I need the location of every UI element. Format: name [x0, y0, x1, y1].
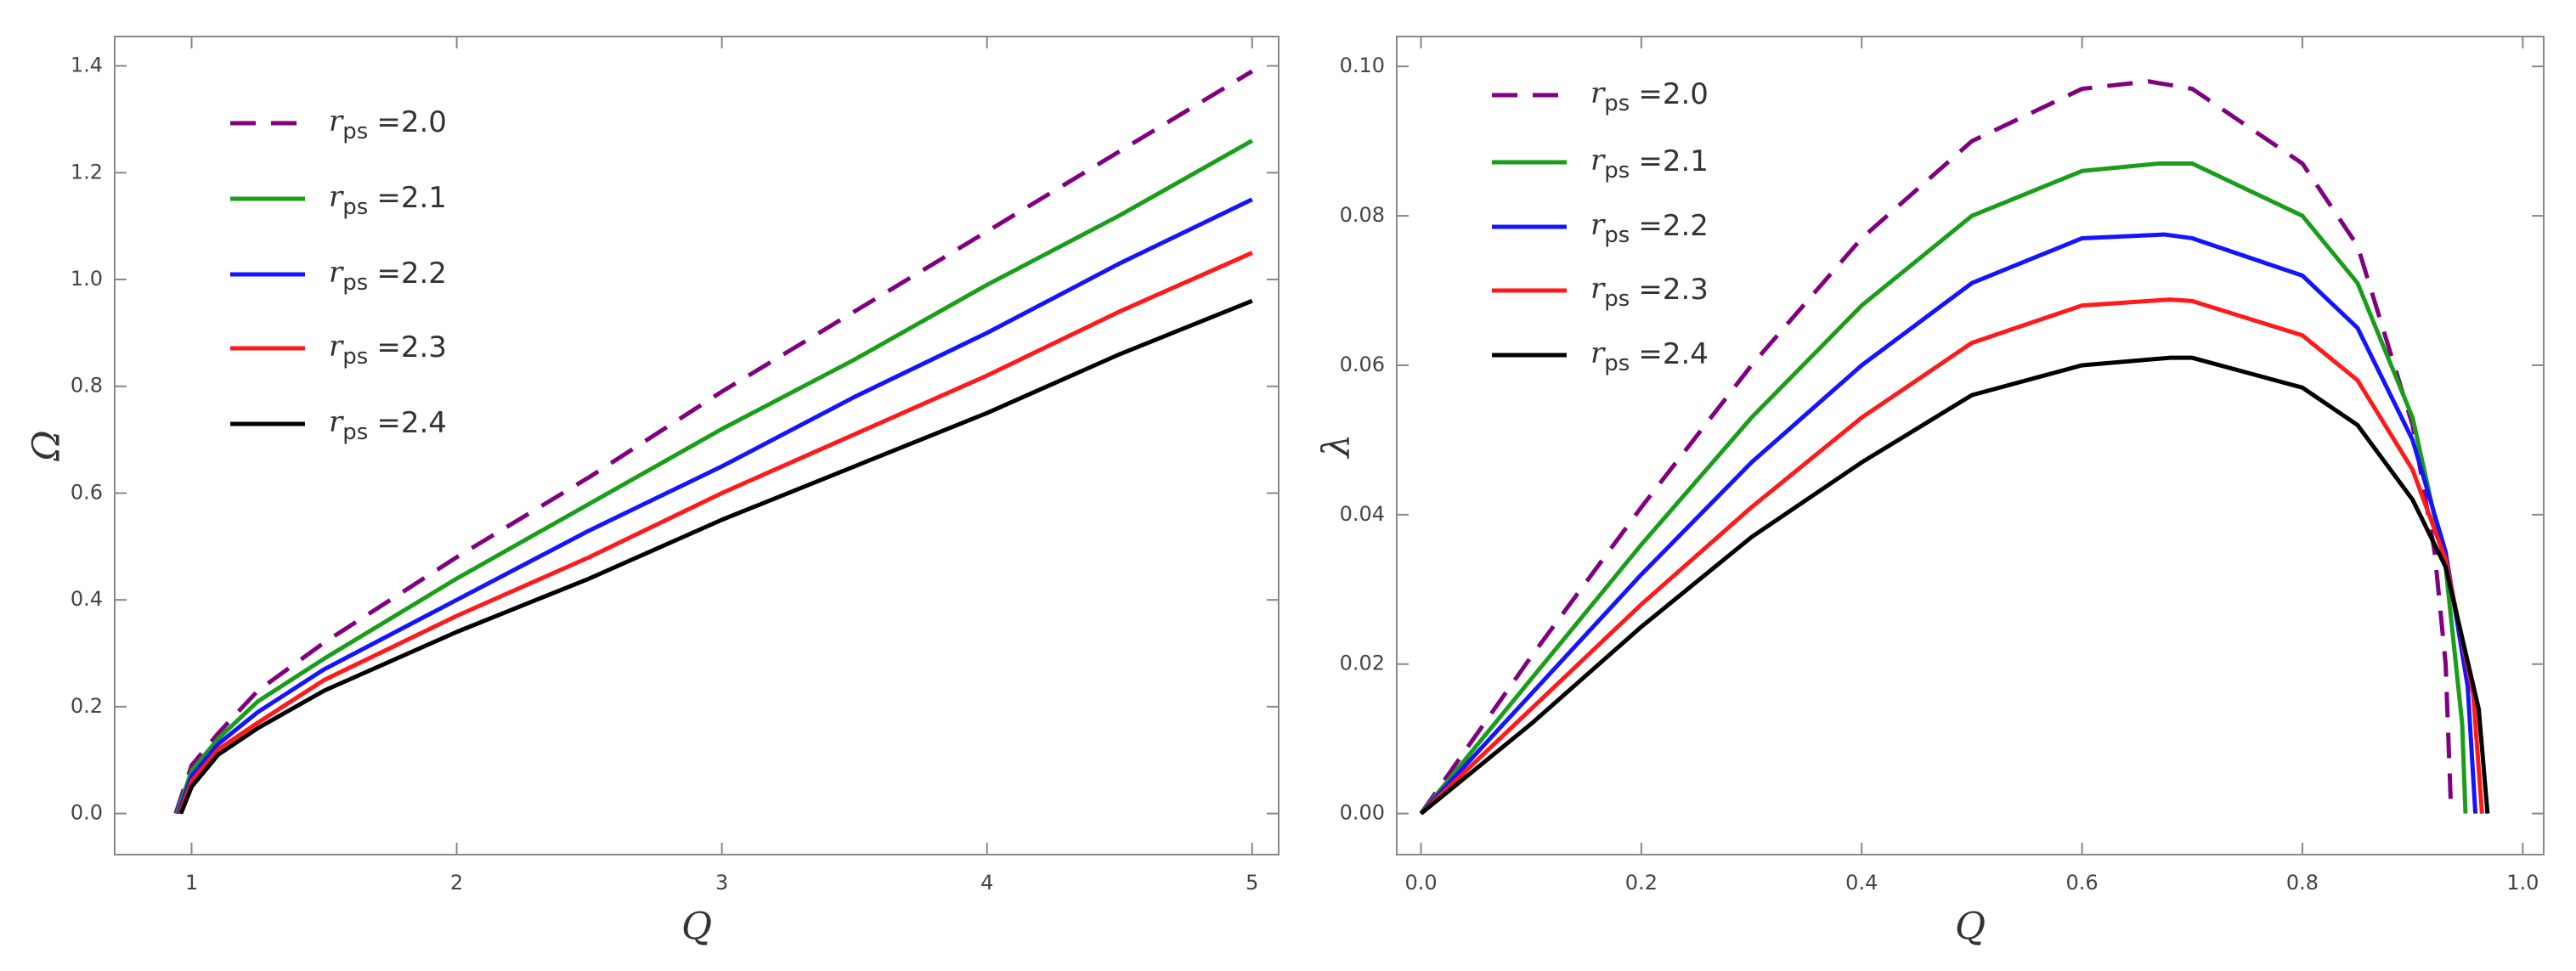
- legend-subscript: ps: [1604, 223, 1630, 248]
- series-line: [176, 197, 1253, 815]
- legend-label: rps =2.1: [329, 180, 447, 220]
- legend-value: =2.4: [1638, 337, 1709, 371]
- legend-subscript: ps: [1604, 286, 1630, 312]
- legend-symbol: r: [1590, 144, 1606, 178]
- legend-value: =2.2: [1638, 209, 1709, 243]
- x-tick-label: 0.0: [1404, 871, 1437, 895]
- legend-symbol: r: [329, 330, 344, 364]
- y-tick-label: 1.0: [71, 267, 103, 291]
- x-tick-label: 4: [980, 871, 993, 895]
- y-tick-label: 0.4: [71, 587, 103, 611]
- series-line: [1419, 232, 2478, 816]
- legend-subscript: ps: [342, 420, 368, 445]
- legend-label: rps =2.1: [1590, 144, 1709, 183]
- legend-label: rps =2.2: [1590, 208, 1709, 248]
- y-axis-label: Ω: [25, 430, 69, 461]
- y-tick-label: 0.2: [71, 694, 103, 718]
- legend-value: =2.1: [1638, 144, 1709, 178]
- y-tick-label: 0.10: [1340, 54, 1385, 77]
- y-tick-label: 1.4: [71, 54, 103, 77]
- x-tick-label: 0.8: [2286, 871, 2319, 895]
- legend-symbol: r: [329, 405, 344, 439]
- y-tick-label: 0.8: [71, 374, 103, 398]
- legend-value: =2.0: [376, 105, 447, 139]
- legend-subscript: ps: [1604, 351, 1630, 376]
- x-tick-label: 0.2: [1625, 871, 1658, 895]
- y-tick-label: 0.00: [1340, 801, 1385, 825]
- plot-frame: [1396, 36, 2545, 855]
- legend-value: =2.4: [376, 406, 447, 440]
- legend-label: rps =2.4: [329, 405, 447, 445]
- y-tick-label: 0.02: [1340, 652, 1385, 675]
- legend-subscript: ps: [342, 195, 368, 220]
- legend-subscript: ps: [342, 344, 368, 370]
- legend-value: =2.3: [376, 330, 447, 364]
- x-tick-label: 0.6: [2066, 871, 2099, 895]
- legend-subscript: ps: [1604, 91, 1630, 116]
- x-tick-label: 1.0: [2506, 871, 2539, 895]
- series-line: [1419, 355, 2490, 816]
- plot-frame: [114, 36, 1280, 855]
- legend-value: =2.3: [1638, 273, 1709, 307]
- legend-value: =2.1: [376, 181, 447, 215]
- legend-label: rps =2.0: [329, 104, 447, 144]
- x-axis-label: Q: [681, 906, 712, 949]
- y-tick-label: 1.2: [71, 160, 103, 183]
- y-tick-label: 0.0: [71, 801, 103, 825]
- series-line: [1419, 161, 2468, 816]
- legend-symbol: r: [1590, 208, 1606, 242]
- legend-label: rps =2.3: [329, 330, 447, 370]
- series-line: [1419, 79, 2454, 816]
- legend-subscript: ps: [342, 119, 368, 144]
- series-line: [173, 69, 1254, 815]
- legend-value: =2.0: [1638, 77, 1709, 111]
- legend-symbol: r: [1590, 336, 1606, 370]
- legend-label: rps =2.4: [1590, 336, 1709, 376]
- legend-value: =2.2: [376, 257, 447, 291]
- legend-symbol: r: [329, 104, 344, 138]
- y-tick-label: 0.08: [1340, 203, 1385, 227]
- legend-symbol: r: [1590, 76, 1606, 110]
- x-axis-label: Q: [1955, 906, 1986, 949]
- legend-label: rps =2.0: [1590, 76, 1709, 116]
- x-tick-label: 0.4: [1845, 871, 1878, 895]
- x-tick-label: 2: [450, 871, 463, 895]
- x-tick-label: 1: [185, 871, 198, 895]
- series-line: [174, 138, 1254, 815]
- series-line: [178, 251, 1253, 815]
- legend-subscript: ps: [342, 270, 368, 296]
- legend-label: rps =2.2: [329, 256, 447, 296]
- y-axis-label: λ: [1315, 434, 1359, 460]
- y-tick-label: 0.6: [71, 480, 103, 504]
- x-tick-label: 3: [715, 871, 728, 895]
- x-tick-label: 5: [1246, 871, 1258, 895]
- legend-symbol: r: [329, 256, 344, 290]
- y-tick-label: 0.04: [1340, 502, 1385, 526]
- legend-symbol: r: [1590, 272, 1606, 306]
- legend-subscript: ps: [1604, 158, 1630, 183]
- legend-label: rps =2.3: [1590, 272, 1709, 312]
- y-tick-label: 0.06: [1340, 353, 1385, 376]
- series-line: [1419, 297, 2484, 816]
- legend-symbol: r: [329, 180, 344, 214]
- series-line: [178, 298, 1253, 815]
